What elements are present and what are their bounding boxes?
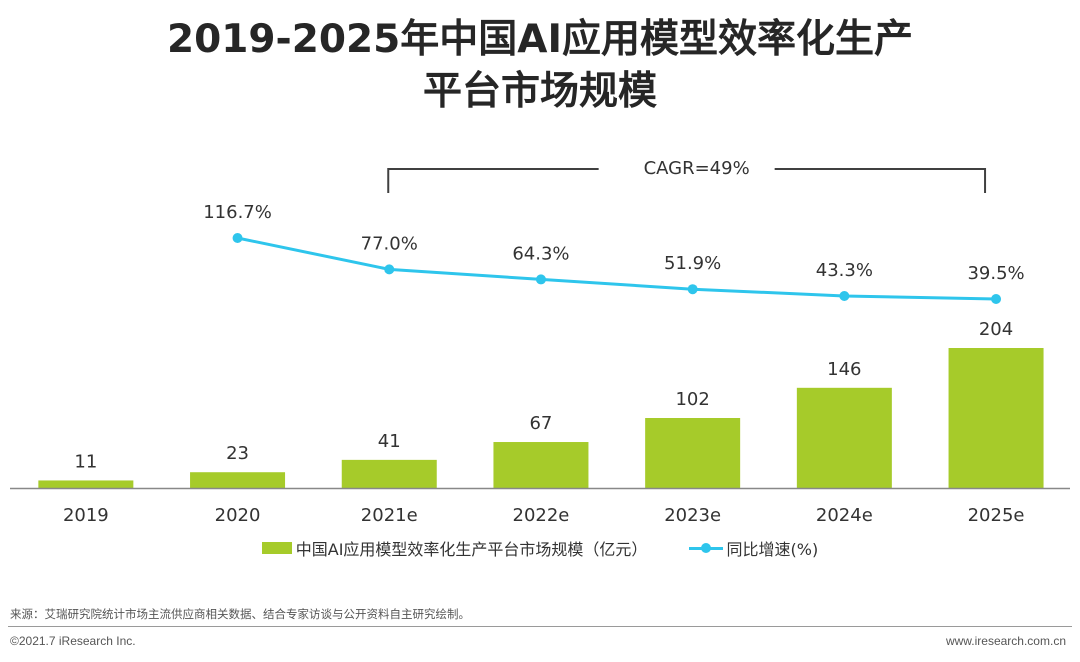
growth-label-2025e: 39.5% bbox=[967, 263, 1024, 284]
growth-point-2022e bbox=[535, 274, 546, 285]
growth-label-2020: 116.7% bbox=[203, 202, 272, 223]
copyright: ©2021.7 iResearch Inc. bbox=[10, 634, 136, 648]
bar-value-label-2019: 11 bbox=[74, 451, 97, 472]
bar-value-label-2021e: 41 bbox=[378, 431, 401, 452]
x-tick-label-2023e: 2023e bbox=[664, 505, 721, 526]
bar-2019 bbox=[38, 480, 134, 488]
source-note: 来源：艾瑞研究院统计市场主流供应商相关数据、结合专家访谈与公开资料自主研究绘制。 bbox=[10, 607, 470, 621]
x-tick-label-2024e: 2024e bbox=[816, 505, 873, 526]
chart-title-line2: 平台市场规模 bbox=[422, 69, 657, 114]
website-url: www.iresearch.com.cn bbox=[945, 634, 1066, 648]
bar-2023e bbox=[645, 418, 741, 488]
growth-label-2022e: 64.3% bbox=[512, 243, 569, 264]
x-tick-label-2019: 2019 bbox=[63, 505, 109, 526]
chart-title: 2019-2025年中国AI应用模型效率化生产 平台市场规模 bbox=[0, 14, 1080, 118]
legend-line-swatch bbox=[688, 542, 723, 554]
growth-point-2020 bbox=[232, 233, 243, 243]
legend-item-line: 同比增速(%) bbox=[688, 536, 819, 560]
bar-value-label-2022e: 67 bbox=[529, 413, 552, 434]
growth-point-2024e bbox=[839, 290, 850, 301]
bar-2025e bbox=[948, 348, 1044, 488]
growth-label-2024e: 43.3% bbox=[816, 260, 873, 281]
growth-label-2023e: 51.9% bbox=[664, 253, 721, 274]
growth-point-2025e bbox=[991, 294, 1002, 304]
chart-area: 11 23 41 67 102 146 204 2019 2020 2021e 2022e 2023e… bbox=[10, 158, 1070, 526]
bar-value-label-2024e: 146 bbox=[827, 359, 861, 380]
legend: 中国AI应用模型效率化生产平台市场规模（亿元） 同比增速(%) bbox=[0, 536, 1080, 560]
footer-divider bbox=[8, 626, 1072, 627]
x-tick-label-2022e: 2022e bbox=[513, 505, 570, 526]
legend-line-label: 同比增速(%) bbox=[726, 540, 819, 559]
x-tick-label-2020: 2020 bbox=[215, 505, 261, 526]
legend-item-bar: 中国AI应用模型效率化生产平台市场规模（亿元） bbox=[261, 536, 648, 560]
legend-bar-label: 中国AI应用模型效率化生产平台市场规模（亿元） bbox=[295, 540, 648, 559]
bar-2022e bbox=[493, 442, 589, 488]
bar-value-label-2025e: 204 bbox=[979, 319, 1013, 340]
bar-value-label-2023e: 102 bbox=[675, 389, 709, 410]
growth-line bbox=[237, 236, 997, 301]
growth-label-2021e: 77.0% bbox=[361, 233, 418, 254]
cagr-label: CAGR=49% bbox=[644, 158, 750, 179]
legend-bar-swatch bbox=[261, 542, 292, 554]
bar-2021e bbox=[341, 459, 437, 488]
cagr-bracket-right bbox=[774, 168, 987, 193]
bar-value-label-2020: 23 bbox=[226, 443, 249, 464]
bar-2020 bbox=[190, 472, 286, 488]
cagr-bracket-left bbox=[387, 168, 599, 193]
x-tick-label-2021e: 2021e bbox=[361, 505, 418, 526]
growth-point-2023e bbox=[687, 284, 698, 295]
bar-2024e bbox=[796, 387, 892, 488]
chart-title-line1: 2019-2025年中国AI应用模型效率化生产 bbox=[167, 17, 913, 62]
x-tick-label-2025e: 2025e bbox=[968, 505, 1025, 526]
growth-point-2021e bbox=[384, 264, 395, 275]
